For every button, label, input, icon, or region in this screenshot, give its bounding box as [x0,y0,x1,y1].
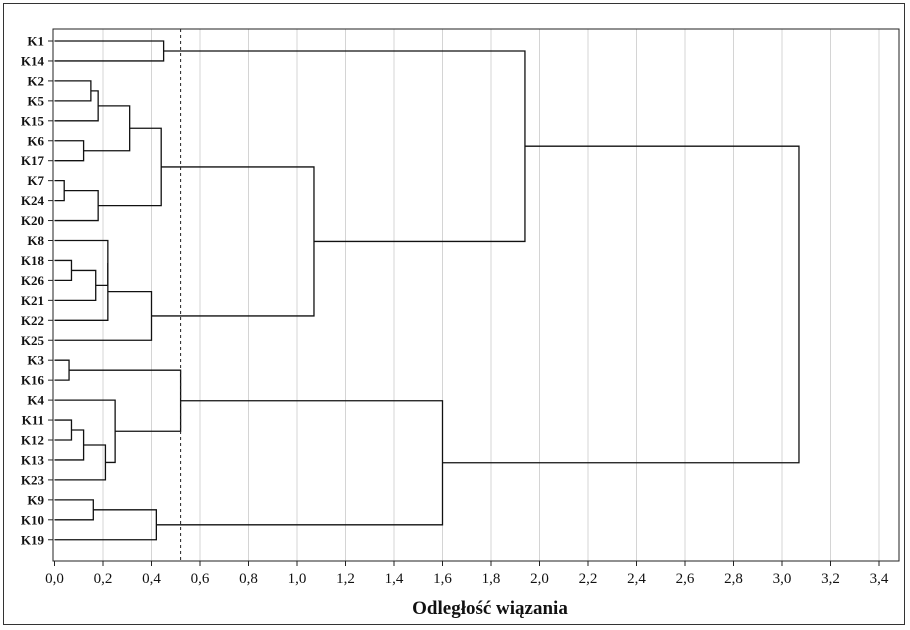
leaf-label-k17: K17 [21,153,45,168]
dendrogram-link [54,180,65,202]
dendrogram-link [83,105,131,152]
x-tick-label: 0,2 [94,571,113,587]
leaf-label-k15: K15 [21,113,45,128]
dendrogram-link [54,40,165,62]
dendrogram-link [54,359,70,381]
x-tick-label: 1,6 [433,571,452,587]
x-tick-label: 3,0 [773,571,792,587]
dendrogram-link [54,140,85,162]
leaf-label-k3: K3 [27,353,44,368]
leaf-label-k14: K14 [21,53,45,68]
leaf-label-k21: K21 [21,293,44,308]
dendrogram-link [442,145,800,464]
dendrogram-link [54,80,92,102]
dendrogram-link [54,509,157,541]
x-tick-label: 2,0 [530,571,549,587]
dendrogram-link [54,419,73,441]
leaf-label-k24: K24 [21,193,45,208]
leaf-label-k10: K10 [21,512,44,527]
dendrogram-link [54,239,109,287]
x-tick-label: 2,2 [579,571,598,587]
dendrogram-link [151,166,315,317]
x-tick-label: 3,4 [870,571,889,587]
dendrogram-link [54,259,73,282]
leaf-label-k25: K25 [21,333,45,348]
leaf-label-k11: K11 [22,413,44,428]
x-tick-label: 1,8 [482,571,501,587]
x-tick-label: 2,4 [627,571,646,587]
leaf-label-k23: K23 [21,472,45,487]
leaf-label-k2: K2 [27,73,44,88]
leaf-label-k6: K6 [27,133,44,148]
x-tick-label: 0,8 [239,571,258,587]
x-tick-label: 2,8 [724,571,743,587]
leaf-labels: K1 K14 K2 K5 K15 K6 K17 K7 K24 K20 K8 K18 K26 K21 K22 K… [21,34,53,547]
dendrogram-link [54,262,109,321]
x-tick-label: 0,4 [142,571,161,587]
x-tick-label: 2,6 [676,571,695,587]
leaf-label-k19: K19 [21,532,45,547]
leaf-label-k8: K8 [27,233,44,248]
dendrogram-links [54,40,800,541]
dendrogram-link [54,429,85,461]
dendrogram-link [54,499,94,521]
leaf-label-k26: K26 [21,273,45,288]
leaf-label-k20: K20 [21,213,44,228]
dendrogram-link [54,189,99,222]
leaf-label-k13: K13 [21,452,45,467]
leaf-label-k1: K1 [27,34,44,49]
leaf-label-k9: K9 [27,492,44,507]
dendrogram-link [54,269,97,301]
x-tick-label: 0,6 [191,571,210,587]
dendrogram-link [163,50,526,243]
dendrogram-link [156,400,444,526]
x-axis-ticks: 0,0 0,2 0,4 0,6 0,8 1,0 1,2 1,4 1,6 1,8 2,0 2,2 2,4 2… [45,561,889,587]
x-axis-title: Odległość wiązania [412,598,568,619]
leaf-label-k16: K16 [21,373,45,388]
plot-area [52,28,900,562]
x-tick-label: 1,0 [288,571,307,587]
grid-lines [102,29,880,561]
leaf-label-k22: K22 [21,313,44,328]
x-tick-label: 3,2 [821,571,840,587]
leaf-label-k7: K7 [27,173,44,188]
x-tick-label: 1,4 [385,571,404,587]
chart-frame [3,3,905,625]
leaf-label-k18: K18 [21,253,45,268]
leaf-label-k12: K12 [21,433,44,448]
leaf-label-k4: K4 [27,393,44,408]
leaf-label-k5: K5 [27,93,44,108]
x-tick-label: 0,0 [45,571,64,587]
dendrogram-link [54,90,99,122]
dendrogram-link [54,444,107,481]
x-tick-label: 1,2 [336,571,355,587]
